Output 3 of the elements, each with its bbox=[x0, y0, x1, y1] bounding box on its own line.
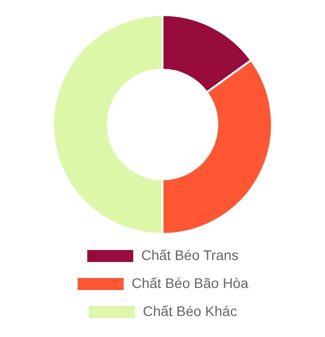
legend-label: Chất Béo Trans bbox=[141, 246, 239, 263]
legend-label: Chất Béo Khác bbox=[142, 302, 238, 319]
legend-label: Chất Béo Bão Hòa bbox=[132, 274, 249, 291]
